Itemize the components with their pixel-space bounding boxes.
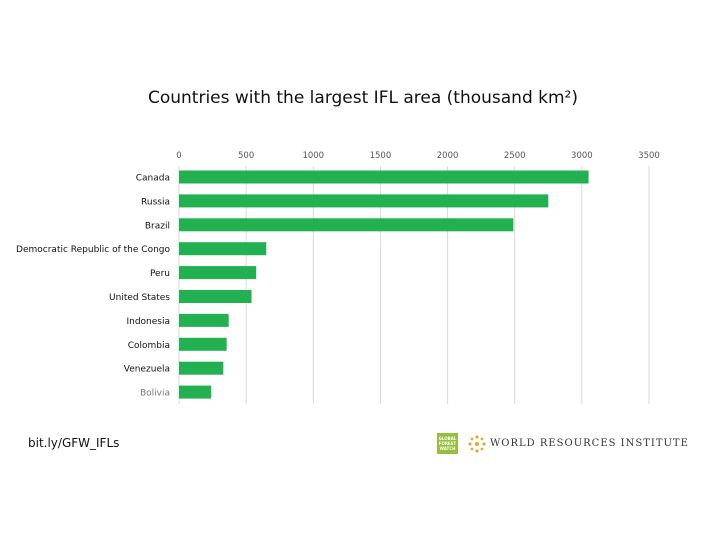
- category-label: Venezuela: [124, 365, 170, 375]
- bar: [179, 170, 589, 184]
- category-label: Colombia: [128, 341, 170, 351]
- chart-title: Countries with the largest IFL area (tho…: [147, 88, 579, 108]
- x-tick-label: 2500: [504, 151, 526, 161]
- category-label: Democratic Republic of the Congo: [16, 245, 170, 255]
- bar: [179, 337, 227, 351]
- category-label: United States: [109, 293, 170, 303]
- category-label: Peru: [150, 269, 170, 279]
- category-label: Russia: [141, 197, 170, 207]
- wri-logo-icon: [468, 435, 486, 453]
- bar: [179, 385, 212, 399]
- category-label: Bolivia: [140, 389, 170, 399]
- bar: [179, 194, 549, 208]
- bar: [179, 361, 224, 375]
- x-tick-label: 3500: [638, 151, 660, 161]
- bar-chart: 0 500 1000 1500 2000 2500 3000 3500 Canada Russi…: [16, 151, 660, 404]
- x-axis-ticks: 0 500 1000 1500 2000 2500 3000 3500: [176, 151, 660, 161]
- bar: [179, 313, 229, 327]
- category-label: Brazil: [145, 221, 170, 231]
- x-tick-label: 1000: [302, 151, 324, 161]
- x-tick-label: 3000: [571, 151, 593, 161]
- wri-logo-text: WORLD RESOURCES INSTITUTE: [490, 438, 689, 449]
- bars: [179, 170, 589, 399]
- category-label: Canada: [136, 174, 170, 184]
- bar: [179, 218, 514, 232]
- bar: [179, 290, 252, 303]
- category-label: Indonesia: [126, 317, 170, 327]
- grid-lines: [178, 166, 650, 404]
- global-forest-watch-logo: GLOBAL FOREST WATCH: [437, 433, 458, 454]
- category-labels: Canada Russia Brazil Democratic Republic of…: [16, 174, 170, 399]
- x-tick-label: 2000: [437, 151, 459, 161]
- x-tick-label: 500: [238, 151, 254, 161]
- source-link[interactable]: bit.ly/GFW_IFLs: [28, 436, 120, 450]
- bar: [179, 242, 267, 256]
- bar: [179, 266, 257, 280]
- x-tick-label: 1500: [370, 151, 392, 161]
- x-tick-label: 0: [176, 151, 181, 161]
